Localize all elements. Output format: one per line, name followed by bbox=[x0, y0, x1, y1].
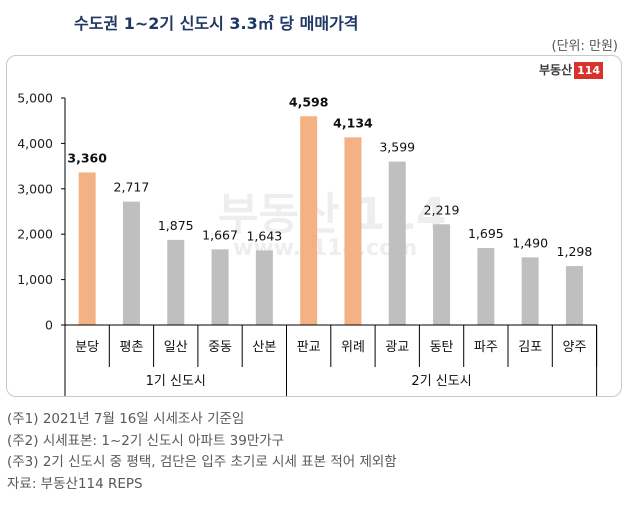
y-tick-label: 3,000 bbox=[17, 181, 53, 196]
category-labels: 분당 평촌 일산 중동 산본 판교 위례 광교 동탄 파주 김포 양주 bbox=[75, 340, 586, 355]
footnote-2: (주2) 시세표본: 1~2기 신도시 아파트 39만가구 bbox=[7, 432, 285, 449]
axes bbox=[61, 97, 598, 396]
y-tick-label: 2,000 bbox=[17, 227, 53, 242]
category-label: 파주 bbox=[474, 340, 498, 355]
bar-양주 bbox=[565, 266, 583, 325]
category-label: 김포 bbox=[518, 340, 542, 355]
bar-판교 bbox=[300, 116, 318, 326]
value-label: 1,695 bbox=[468, 226, 504, 241]
source-note: 자료: 부동산114 REPS bbox=[7, 475, 143, 492]
chart-panel bbox=[6, 55, 622, 397]
y-tick-label: 5,000 bbox=[17, 91, 53, 106]
category-label: 판교 bbox=[297, 340, 321, 355]
logo-text: 부동산 bbox=[539, 63, 573, 77]
footnote-1: (주1) 2021년 7월 16일 시세조사 기준임 bbox=[7, 411, 245, 427]
value-label: 1,298 bbox=[557, 244, 593, 259]
footnote-3: (주3) 2기 신도시 중 평택, 검단은 입주 초기로 시세 표본 적어 제외… bbox=[7, 454, 397, 470]
value-label: 1,643 bbox=[246, 228, 282, 243]
category-label: 위례 bbox=[341, 340, 365, 355]
value-label: 1,875 bbox=[158, 218, 194, 233]
bar-위례 bbox=[344, 137, 362, 325]
value-label: 4,598 bbox=[289, 94, 329, 109]
bar-광교 bbox=[388, 161, 406, 325]
chart-title: 수도권 1~2기 신도시 3.3㎡ 당 매매가격 bbox=[74, 14, 359, 33]
y-axis-labels: 0 1,000 2,000 3,000 4,000 5,000 bbox=[17, 91, 53, 333]
bar-파주 bbox=[477, 248, 495, 325]
brand-logo: 부동산 114 bbox=[539, 62, 604, 79]
category-label: 산본 bbox=[252, 340, 276, 355]
category-label: 일산 bbox=[164, 340, 188, 355]
bar-평촌 bbox=[122, 201, 140, 325]
logo-box: 114 bbox=[574, 62, 604, 79]
unit-label: (단위: 만원) bbox=[551, 39, 619, 54]
bar-동탄 bbox=[433, 224, 451, 325]
bars bbox=[78, 116, 583, 326]
y-tick-label: 1,000 bbox=[17, 272, 53, 287]
value-label: 1,490 bbox=[512, 235, 548, 250]
y-tick-label: 0 bbox=[45, 318, 53, 333]
category-label: 광교 bbox=[385, 340, 409, 355]
bar-중동 bbox=[211, 249, 229, 325]
footnotes: (주1) 2021년 7월 16일 시세조사 기준임 (주2) 시세표본: 1~… bbox=[7, 409, 397, 495]
value-label: 4,134 bbox=[333, 115, 373, 130]
group-label: 1기 신도시 bbox=[146, 374, 206, 389]
category-label: 동탄 bbox=[430, 340, 454, 355]
category-label: 중동 bbox=[208, 340, 232, 355]
category-label: 분당 bbox=[75, 340, 99, 355]
category-label: 평촌 bbox=[119, 340, 143, 355]
value-label: 2,717 bbox=[114, 180, 150, 195]
bar-일산 bbox=[167, 239, 185, 325]
value-label: 1,667 bbox=[202, 227, 238, 242]
bar-chart: 0 1,000 2,000 3,000 4,000 5,000 3,360 2,717 1,8… bbox=[17, 91, 598, 396]
value-label: 2,219 bbox=[424, 202, 460, 217]
value-labels: 3,360 2,717 1,875 1,667 1,643 4,598 4,134 3,599… bbox=[67, 94, 592, 259]
value-label: 3,360 bbox=[67, 150, 107, 165]
category-label: 양주 bbox=[562, 340, 586, 355]
bar-산본 bbox=[255, 250, 273, 325]
group-label: 2기 신도시 bbox=[411, 374, 471, 389]
group-labels: 1기 신도시 2기 신도시 bbox=[146, 374, 472, 389]
value-label: 3,599 bbox=[379, 140, 415, 155]
y-tick-label: 4,000 bbox=[17, 136, 53, 151]
bar-분당 bbox=[78, 172, 96, 325]
bar-김포 bbox=[521, 257, 539, 325]
